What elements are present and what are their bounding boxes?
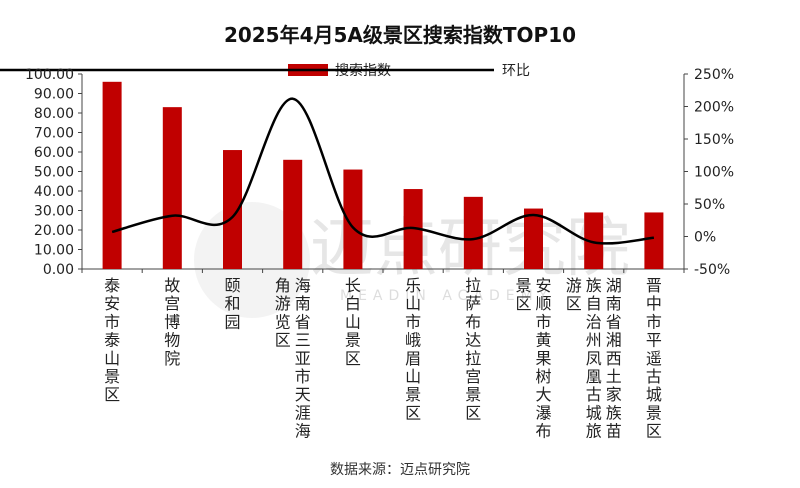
chart-source: 数据来源：迈点研究院 (330, 462, 470, 478)
y-right-tick-label: 0% (694, 230, 716, 246)
y-left-tick-label: 50.00 (34, 165, 74, 181)
y-left-tick-label: 30.00 (34, 204, 74, 220)
y-left-tick-label: 80.00 (34, 106, 74, 122)
chart-title: 2025年4月5A级景区搜索指数TOP10 (224, 23, 576, 47)
bar (644, 212, 664, 269)
y-right-tick-label: 200% (694, 100, 734, 116)
line-series-path (111, 97, 655, 245)
legend-line-label: 环比 (502, 63, 530, 79)
x-tick-label: 景区 (515, 276, 531, 313)
x-tick-label: 海南省三亚市天涯海 (295, 276, 311, 441)
x-tick-label: 晋中市平遥古城景区 (646, 276, 662, 441)
y-right-tick-label: 150% (694, 132, 734, 148)
y-right-tick-label: 100% (694, 165, 734, 181)
bar (343, 169, 363, 269)
x-tick-label: 故宫博物院 (164, 276, 180, 368)
y-left-tick-label: 90.00 (34, 87, 74, 103)
x-tick-label: 游区 (566, 276, 582, 313)
x-tick-label: 颐和园 (224, 276, 240, 331)
y-right-tick-label: 50% (694, 197, 725, 213)
legend: 搜索指数 环比 (0, 62, 530, 79)
bar (102, 81, 122, 269)
y-left-tick-label: 70.00 (34, 126, 74, 142)
plot-area: 0.00 10.00 20.00 30.00 40.00 50.00 60.00 70.00 8… (25, 67, 734, 441)
x-tick-label: 长白山景区 (345, 276, 361, 368)
bar (223, 150, 242, 269)
x-tick-label: 拉萨布达拉宫景区 (465, 276, 481, 422)
y-left-tick-label: 100.00 (25, 67, 74, 83)
bar (283, 159, 303, 269)
y-left-tick-label: 40.00 (34, 184, 74, 200)
x-tick-label: 湖南省湘西土家族苗 (606, 276, 622, 441)
bar (584, 212, 604, 269)
x-tick-label: 族自治州凤凰古城旅 (586, 276, 602, 441)
bar (162, 107, 182, 270)
y-right-tick-label: -50% (694, 262, 730, 278)
y-left-tick-label: 60.00 (34, 145, 74, 161)
y-left-tick-label: 0.00 (43, 262, 74, 278)
bar (524, 208, 543, 269)
y-right-tick-label: 250% (694, 67, 734, 83)
x-tick-label: 乐山市峨眉山景区 (405, 276, 421, 422)
x-tick-label: 泰安市泰山景区 (104, 276, 120, 404)
y-left-tick-label: 10.00 (34, 243, 74, 259)
x-tick-label: 安顺市黄果树大瀑布 (535, 276, 551, 441)
x-tick-label: 角游览区 (275, 276, 291, 350)
y-left-tick-label: 20.00 (34, 223, 74, 239)
bar (463, 196, 483, 269)
